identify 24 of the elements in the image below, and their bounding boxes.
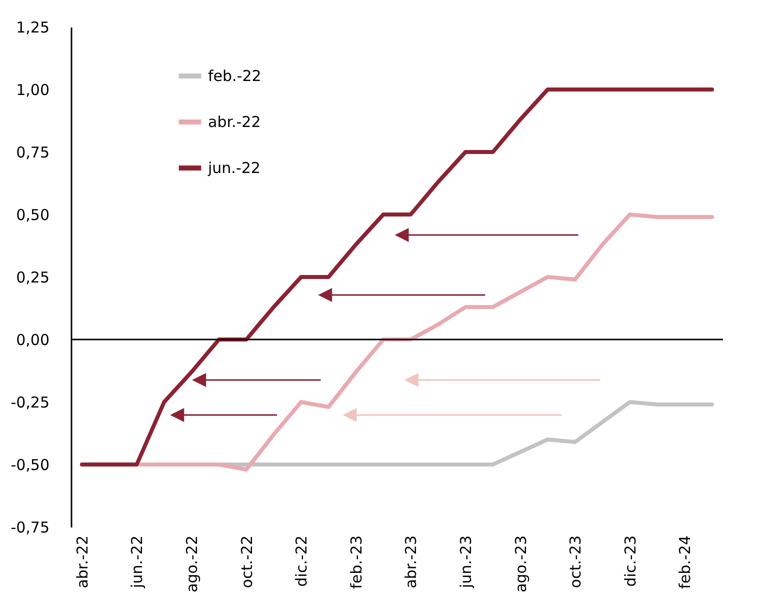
x-tick-label: jun.-23 [456,536,475,589]
x-tick-label: oct.-22 [238,536,256,588]
legend-label: feb.-22 [208,67,262,85]
x-tick-label: abr.-23 [402,536,420,588]
y-tick-label: 0,00 [16,331,50,349]
y-tick-label: -0,25 [10,394,50,412]
legend-label: abr.-22 [208,113,261,131]
y-tick-label: 1,00 [16,81,50,99]
y-tick-label: 1,25 [16,18,50,36]
y-tick-label: -0,50 [10,456,50,474]
x-tick-label: feb.-23 [347,536,366,589]
x-tick-label: ago.-23 [512,536,530,592]
x-tick-label: oct.-23 [566,536,585,588]
y-tick-label: -0,75 [10,518,50,536]
legend-label: jun.-22 [207,159,260,177]
y-tick-label: 0,50 [16,206,50,224]
x-tick-label: dic.-22 [292,536,311,587]
x-tick-label: dic.-23 [621,536,640,587]
x-tick-label: jun.-22 [128,536,146,589]
y-tick-label: 0,25 [16,268,50,286]
y-tick-label: 0,75 [16,144,50,162]
x-tick-label: abr.-22 [73,536,92,588]
x-tick-label: feb.-24 [676,536,694,589]
x-tick-label: ago.-22 [183,536,202,592]
